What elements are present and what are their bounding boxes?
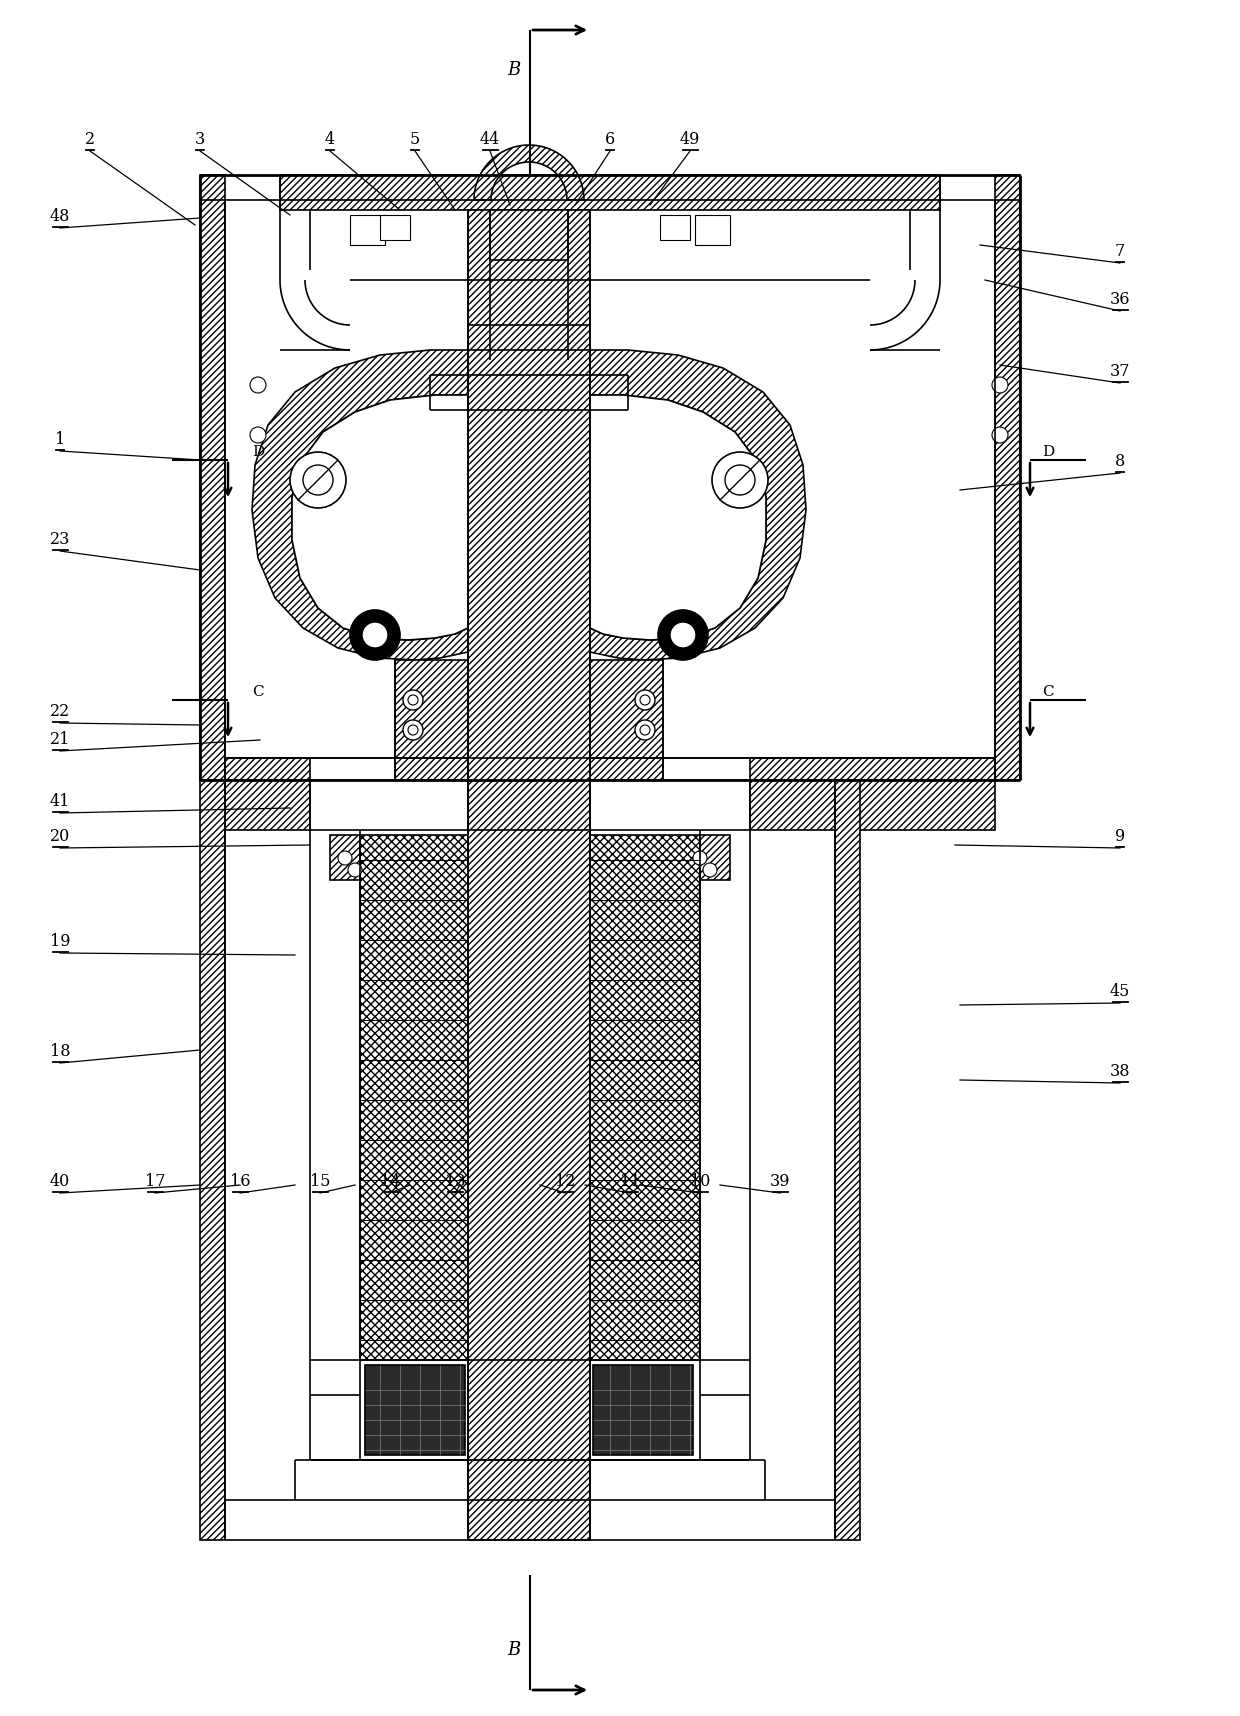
Polygon shape [593,1364,693,1455]
Bar [694,214,730,245]
Polygon shape [590,661,663,781]
Text: 7: 7 [1115,244,1125,261]
Text: 11: 11 [620,1174,640,1189]
Text: C: C [252,685,264,698]
Circle shape [635,721,655,740]
Polygon shape [365,1364,465,1455]
Polygon shape [590,350,806,661]
Circle shape [658,609,708,661]
Text: 10: 10 [689,1174,711,1189]
Text: 17: 17 [145,1174,165,1189]
Polygon shape [330,836,360,880]
Text: 5: 5 [410,130,420,148]
Circle shape [250,378,267,393]
Text: 16: 16 [229,1174,250,1189]
Polygon shape [750,758,994,831]
Text: 39: 39 [770,1174,790,1189]
Circle shape [250,427,267,443]
Text: 4: 4 [325,130,335,148]
Text: C: C [1042,685,1054,698]
Text: 44: 44 [480,130,500,148]
Circle shape [693,851,707,865]
Polygon shape [490,209,568,261]
Text: D: D [1042,444,1054,458]
Circle shape [290,451,346,508]
Circle shape [408,695,418,705]
Circle shape [635,690,655,710]
Circle shape [640,724,650,734]
Circle shape [362,621,388,649]
Bar [379,214,410,240]
Text: 8: 8 [1115,453,1125,470]
Polygon shape [701,836,730,880]
Circle shape [403,690,423,710]
Circle shape [408,724,418,734]
Circle shape [403,721,423,740]
Text: 19: 19 [50,934,71,951]
Polygon shape [200,175,224,781]
Polygon shape [396,661,467,781]
Polygon shape [590,395,766,640]
Text: 15: 15 [310,1174,330,1189]
Text: 21: 21 [50,731,71,748]
Polygon shape [280,175,940,209]
Polygon shape [224,758,310,831]
Text: 13: 13 [445,1174,465,1189]
Text: 3: 3 [195,130,205,148]
Text: 2: 2 [84,130,95,148]
Circle shape [339,851,352,865]
Circle shape [348,863,362,877]
Polygon shape [252,350,467,661]
Bar [350,214,384,245]
Circle shape [703,863,717,877]
Text: 6: 6 [605,130,615,148]
Text: 22: 22 [50,704,71,721]
Text: 41: 41 [50,793,71,810]
Circle shape [712,451,768,508]
Text: B: B [507,1640,521,1659]
Text: 23: 23 [50,530,71,547]
Polygon shape [835,781,861,1539]
Circle shape [640,695,650,705]
Circle shape [992,427,1008,443]
Text: 49: 49 [680,130,701,148]
Circle shape [670,621,696,649]
Text: 1: 1 [55,431,66,448]
Polygon shape [200,781,224,1539]
Text: B: B [507,62,521,79]
Text: 20: 20 [50,829,71,844]
Text: 48: 48 [50,208,71,225]
Polygon shape [590,836,701,1361]
Polygon shape [994,175,1021,781]
Text: 18: 18 [50,1043,71,1060]
Text: 36: 36 [1110,292,1130,307]
Polygon shape [360,836,467,1361]
Text: 9: 9 [1115,829,1125,844]
Text: 14: 14 [379,1174,401,1189]
Text: 45: 45 [1110,983,1130,1000]
Circle shape [350,609,401,661]
Polygon shape [467,209,590,1539]
Circle shape [303,465,334,494]
Circle shape [992,378,1008,393]
Text: 12: 12 [554,1174,575,1189]
Text: 38: 38 [1110,1062,1130,1079]
Text: 37: 37 [1110,364,1130,379]
Text: D: D [252,444,264,458]
Polygon shape [474,146,584,201]
Bar [660,214,689,240]
Circle shape [725,465,755,494]
Text: 40: 40 [50,1174,71,1189]
Polygon shape [291,395,467,640]
